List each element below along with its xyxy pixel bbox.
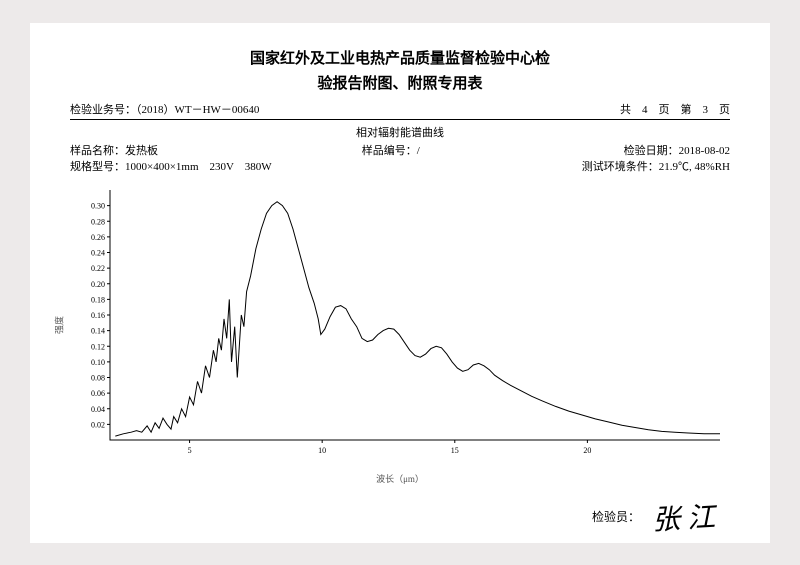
svg-text:0.10: 0.10 xyxy=(91,358,105,367)
x-axis-label: 波长（μm） xyxy=(70,472,730,485)
svg-text:0.24: 0.24 xyxy=(91,249,105,258)
test-date: 检验日期：2018-08-02 xyxy=(624,142,730,158)
meta-row-2: 规格型号：1000×400×1mm 230V 380W 测试环境条件：21.9℃… xyxy=(70,158,730,174)
svg-text:0.28: 0.28 xyxy=(91,217,105,226)
chart-title: 相对辐射能谱曲线 xyxy=(70,124,730,140)
svg-text:0.08: 0.08 xyxy=(91,374,105,383)
report-sheet: 国家红外及工业电热产品质量监督检验中心检 验报告附图、附照专用表 检验业务号：（… xyxy=(30,23,770,543)
inspector-signature: 张 江 xyxy=(651,495,716,538)
svg-text:0.16: 0.16 xyxy=(91,311,105,320)
svg-text:0.18: 0.18 xyxy=(91,295,105,304)
sample-name: 样品名称：发热板 xyxy=(70,142,158,158)
inspector-label: 检验员： xyxy=(592,508,640,525)
spectrum-line-chart: 0.02 0.04 0.06 0.08 0.10 0.12 0.14 0.16 0.18 0.20… xyxy=(70,180,730,470)
svg-text:0.14: 0.14 xyxy=(91,327,105,336)
svg-text:0.06: 0.06 xyxy=(91,389,105,398)
y-axis-label: 强度 xyxy=(53,316,66,334)
page-info: 共 4 页 第 3 页 xyxy=(620,101,730,117)
business-no: 检验业务号：（2018）WT－HW－00640 xyxy=(70,101,259,117)
svg-text:20: 20 xyxy=(583,446,591,455)
svg-text:10: 10 xyxy=(318,446,326,455)
spec: 规格型号：1000×400×1mm 230V 380W xyxy=(70,158,272,174)
title-line-1: 国家红外及工业电热产品质量监督检验中心检 xyxy=(70,47,730,73)
svg-text:15: 15 xyxy=(451,446,459,455)
title-line-2: 验报告附图、附照专用表 xyxy=(70,72,730,93)
svg-text:0.20: 0.20 xyxy=(91,280,105,289)
svg-text:0.22: 0.22 xyxy=(91,264,105,273)
header-row: 检验业务号：（2018）WT－HW－00640 共 4 页 第 3 页 xyxy=(70,101,730,120)
meta-row-1: 样品名称：发热板 样品编号：/ 检验日期：2018-08-02 xyxy=(70,142,730,158)
svg-text:5: 5 xyxy=(188,446,192,455)
sample-no: 样品编号：/ xyxy=(362,142,420,158)
svg-text:0.30: 0.30 xyxy=(91,202,105,211)
chart-area: 强度 0.020.040.060.080.100.120.140.160.180… xyxy=(70,180,730,470)
svg-text:0.26: 0.26 xyxy=(91,233,105,242)
svg-text:0.12: 0.12 xyxy=(91,342,105,351)
svg-text:0.02: 0.02 xyxy=(91,420,105,429)
svg-text:0.04: 0.04 xyxy=(91,405,105,414)
env: 测试环境条件：21.9℃, 48%RH xyxy=(582,158,730,174)
